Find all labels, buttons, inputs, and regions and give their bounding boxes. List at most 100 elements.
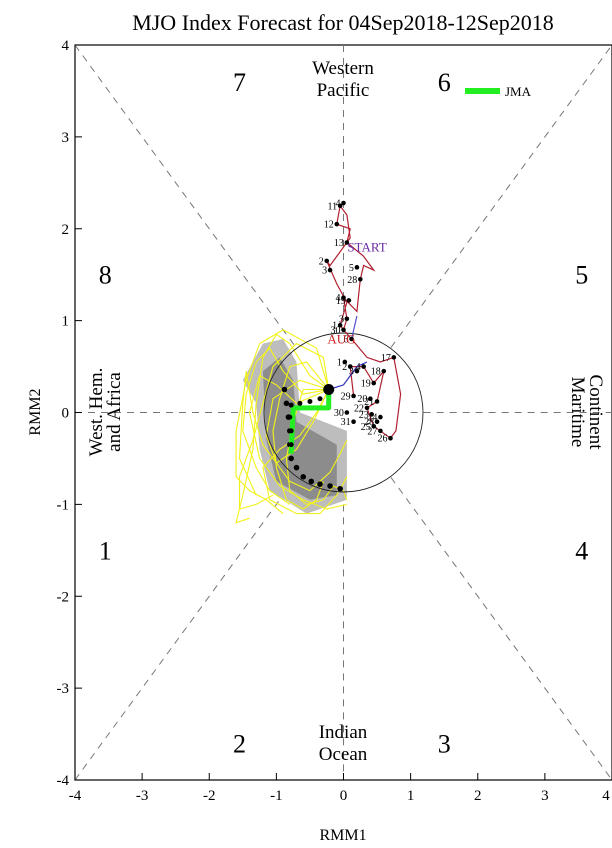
observed-point-label: 24 xyxy=(367,413,377,424)
observed-point-label: 4 xyxy=(336,293,341,304)
observed-track: 1 2 3 4171819202122232425262728293031613034… xyxy=(319,199,402,445)
observed-point-label: 3 xyxy=(349,367,354,378)
observed-point-label: 28 xyxy=(364,417,374,428)
y-axis-ticks: -4 -3 -2 -1 0 1 2 3 4 xyxy=(57,38,82,789)
region-label: and Africa xyxy=(104,372,125,452)
observed-point-label: 17 xyxy=(381,353,391,364)
phase-label: 1 xyxy=(99,536,112,565)
observed-point-label: 6 xyxy=(344,335,349,346)
observed-point xyxy=(327,267,333,273)
observed-point-label: 21 xyxy=(364,397,374,408)
phase-label: 5 xyxy=(575,261,588,290)
observed-point-label: 20 xyxy=(357,394,367,405)
observed-point-label: 19 xyxy=(336,296,346,307)
observed-point xyxy=(357,276,363,282)
ensemble-mean-point xyxy=(283,400,290,407)
ensemble-mean-point xyxy=(317,481,323,487)
ensemble-mean-point xyxy=(288,455,294,462)
observed-point xyxy=(324,258,330,264)
observed-point-label: 28 xyxy=(347,275,357,286)
observed-point xyxy=(381,368,387,374)
phase-label: 7 xyxy=(233,68,246,97)
observed-point-label: 3 xyxy=(322,266,327,277)
observed-point-label: 2 xyxy=(342,362,347,373)
y-tick-label: 4 xyxy=(62,38,70,54)
observed-point xyxy=(351,419,356,424)
ensemble-mean-point xyxy=(337,485,343,492)
region-label: Indian xyxy=(319,722,368,743)
phase-label: 6 xyxy=(438,68,451,97)
region-label: Western xyxy=(312,58,374,79)
month-label: AUG xyxy=(327,332,355,347)
y-tick-label: 3 xyxy=(62,130,70,146)
observed-point xyxy=(369,412,374,417)
x-tick-label: 0 xyxy=(340,788,348,804)
x-tick-label: 2 xyxy=(474,788,482,804)
observed-point xyxy=(341,327,346,333)
ensemble-mean-point xyxy=(293,464,300,471)
y-tick-label: -4 xyxy=(57,773,70,789)
observed-point xyxy=(341,295,346,300)
observed-point xyxy=(374,399,380,404)
ensemble-member-line xyxy=(235,329,330,515)
observed-point xyxy=(344,316,350,322)
observed-point xyxy=(337,203,343,209)
ensemble-mean-point xyxy=(327,483,333,489)
observed-point xyxy=(391,355,397,360)
observed-point-label: 5 xyxy=(349,263,354,274)
observed-point xyxy=(361,364,366,369)
jma-forecast-point xyxy=(317,396,323,402)
observed-point-label: 1 xyxy=(337,357,342,368)
unit-circle xyxy=(263,332,424,493)
jma-forecast-point xyxy=(288,402,294,408)
guide-diagonal-sw xyxy=(74,477,297,781)
observed-point-label: 30 xyxy=(331,325,341,336)
legend: JMA xyxy=(465,84,532,99)
y-tick-label: 0 xyxy=(62,406,70,422)
x-tick-label: -3 xyxy=(136,788,149,804)
observed-point-label: 29 xyxy=(341,391,351,402)
observed-point-label: 18 xyxy=(371,367,381,378)
region-label: Maritime xyxy=(567,377,588,448)
jma-forecast-point xyxy=(307,398,313,404)
observed-point xyxy=(378,428,383,434)
jma-forecast-point xyxy=(288,428,294,434)
y-tick-label: 2 xyxy=(62,222,70,238)
ensemble-mean-point xyxy=(300,474,307,480)
region-label: Continent xyxy=(585,375,606,451)
guide-diagonal-nw xyxy=(74,44,297,348)
observed-point-label: 26 xyxy=(377,434,387,445)
observed-point-label: 1 xyxy=(332,321,337,332)
guide-diagonal-ne xyxy=(390,44,612,348)
guide-diagonal-se xyxy=(390,477,612,781)
month-label: START xyxy=(347,240,386,255)
observed-point xyxy=(368,396,373,402)
ensemble-member-line xyxy=(262,389,348,515)
observed-point-label: 4 xyxy=(336,199,341,210)
observed-point-label: 30 xyxy=(334,408,344,419)
observed-point xyxy=(344,240,350,245)
x-tick-label: -2 xyxy=(203,788,216,804)
observed-point-label: 12 xyxy=(324,220,334,231)
observed-point xyxy=(354,368,360,374)
observed-point-label: 11 xyxy=(328,201,338,212)
observed-point xyxy=(347,364,353,369)
observed-point xyxy=(354,265,360,270)
jma-forecast-point xyxy=(288,442,294,448)
region-label: Ocean xyxy=(319,744,368,765)
observed-point xyxy=(378,414,383,420)
observed-point-label: 4 xyxy=(356,362,361,373)
observed-point xyxy=(371,380,377,386)
phase-label: 2 xyxy=(233,729,246,758)
x-axis-ticks: -4 -3 -2 -1 0 1 2 3 4 xyxy=(69,773,612,804)
ensemble-members xyxy=(235,329,348,524)
legend-label-jma: JMA xyxy=(505,84,532,99)
observed-point xyxy=(349,336,354,342)
observed-point xyxy=(388,435,393,441)
x-tick-label: -1 xyxy=(270,788,283,804)
region-label: Pacific xyxy=(317,80,370,101)
ensemble-member-line xyxy=(238,342,330,510)
y-axis-label: RMM2 xyxy=(27,388,44,435)
